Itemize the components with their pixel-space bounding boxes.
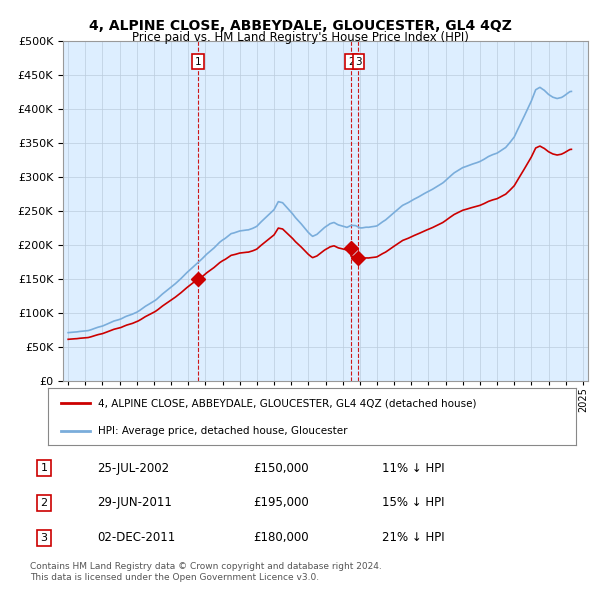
Text: 11% ↓ HPI: 11% ↓ HPI [382, 461, 444, 474]
Text: 29-JUN-2011: 29-JUN-2011 [97, 496, 172, 510]
Text: £180,000: £180,000 [253, 532, 309, 545]
Text: 4, ALPINE CLOSE, ABBEYDALE, GLOUCESTER, GL4 4QZ: 4, ALPINE CLOSE, ABBEYDALE, GLOUCESTER, … [89, 19, 511, 33]
Text: 3: 3 [355, 57, 362, 67]
Text: 4, ALPINE CLOSE, ABBEYDALE, GLOUCESTER, GL4 4QZ (detached house): 4, ALPINE CLOSE, ABBEYDALE, GLOUCESTER, … [98, 398, 476, 408]
Text: 1: 1 [40, 463, 47, 473]
Text: This data is licensed under the Open Government Licence v3.0.: This data is licensed under the Open Gov… [30, 573, 319, 582]
Text: 3: 3 [40, 533, 47, 543]
Text: 15% ↓ HPI: 15% ↓ HPI [382, 496, 444, 510]
Text: Contains HM Land Registry data © Crown copyright and database right 2024.: Contains HM Land Registry data © Crown c… [30, 562, 382, 571]
Text: £150,000: £150,000 [253, 461, 309, 474]
Text: Price paid vs. HM Land Registry's House Price Index (HPI): Price paid vs. HM Land Registry's House … [131, 31, 469, 44]
Text: 2: 2 [40, 498, 47, 508]
Text: £195,000: £195,000 [253, 496, 309, 510]
Text: 21% ↓ HPI: 21% ↓ HPI [382, 532, 444, 545]
Text: 25-JUL-2002: 25-JUL-2002 [97, 461, 169, 474]
Text: HPI: Average price, detached house, Gloucester: HPI: Average price, detached house, Glou… [98, 426, 347, 436]
Text: 2: 2 [348, 57, 355, 67]
Text: 02-DEC-2011: 02-DEC-2011 [97, 532, 175, 545]
Text: 1: 1 [195, 57, 202, 67]
